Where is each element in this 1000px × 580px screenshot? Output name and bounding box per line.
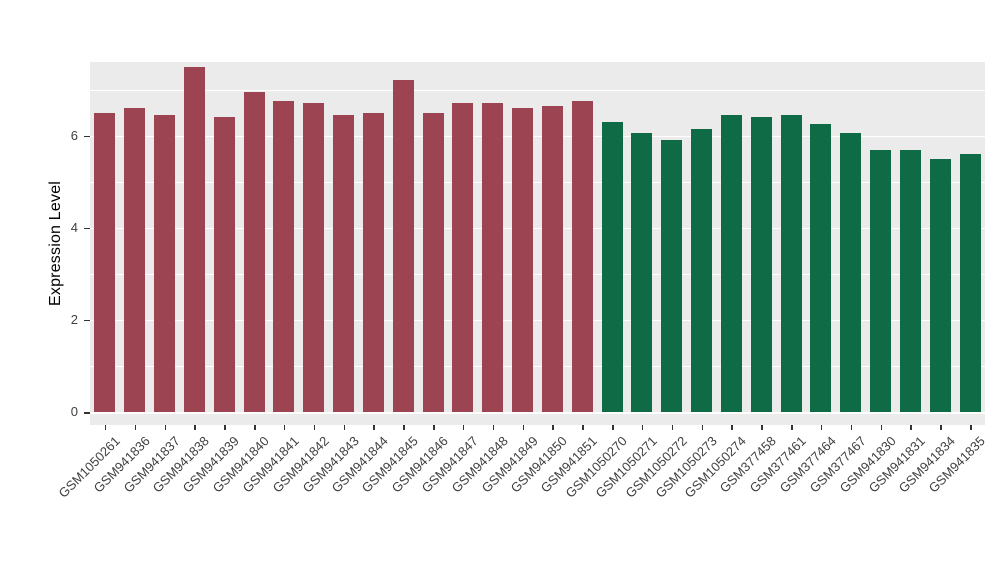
x-tick-mark <box>522 425 525 430</box>
bar <box>124 108 146 412</box>
gridline-minor <box>90 365 985 367</box>
x-tick-mark <box>701 425 704 430</box>
y-axis-title: Expression Level <box>47 180 64 307</box>
x-tick-mark <box>403 425 405 430</box>
bar <box>183 66 205 412</box>
x-tick-mark <box>194 425 196 430</box>
plot-panel <box>90 62 985 425</box>
gridline-major <box>90 227 985 230</box>
x-tick-mark <box>641 425 644 430</box>
bar <box>452 103 474 412</box>
gridline-minor <box>90 181 985 183</box>
bar <box>720 114 742 412</box>
x-tick-mark <box>612 425 614 430</box>
bar <box>512 108 534 412</box>
x-tick-mark <box>462 425 465 430</box>
bar <box>810 124 832 412</box>
x-tick-mark <box>791 425 793 430</box>
x-tick-mark <box>761 425 763 430</box>
bar <box>422 112 444 412</box>
x-tick-mark <box>224 425 226 430</box>
y-tick-mark <box>84 227 90 230</box>
x-tick-mark <box>970 425 972 430</box>
bar <box>94 112 116 412</box>
x-tick-mark <box>283 425 286 430</box>
bar <box>691 128 713 412</box>
gridline-minor <box>90 273 985 275</box>
bar <box>303 103 325 412</box>
bar <box>929 158 951 412</box>
bar <box>870 149 892 412</box>
bar <box>482 103 504 412</box>
x-tick-mark <box>940 425 942 430</box>
bar <box>392 80 414 412</box>
gridline-minor <box>90 89 985 91</box>
y-tick-mark <box>84 319 90 322</box>
x-tick-mark <box>313 425 316 430</box>
y-tick-label: 0 <box>70 404 78 419</box>
x-tick-mark <box>104 425 107 430</box>
bar <box>571 101 593 412</box>
x-tick-mark <box>373 425 375 430</box>
x-tick-mark <box>880 425 883 430</box>
y-tick-mark <box>84 412 90 414</box>
x-tick-mark <box>492 425 495 430</box>
x-tick-mark <box>910 425 912 430</box>
x-tick-mark <box>820 425 823 430</box>
bar <box>243 91 265 412</box>
y-tick-mark <box>84 135 90 138</box>
y-tick-label: 4 <box>70 219 78 235</box>
x-tick-mark <box>582 425 584 430</box>
x-tick-mark <box>343 425 346 430</box>
bar <box>899 149 921 412</box>
x-tick-mark <box>254 425 256 430</box>
gridline-major <box>90 135 985 138</box>
x-tick-mark <box>164 425 167 430</box>
x-tick-mark <box>433 425 435 430</box>
x-tick-mark <box>134 425 137 430</box>
bar <box>780 114 802 412</box>
bar <box>213 117 235 412</box>
bar <box>661 140 683 412</box>
y-tick-label: 6 <box>70 127 78 143</box>
bar <box>601 121 623 412</box>
bar <box>959 154 981 412</box>
bar <box>840 133 862 412</box>
x-tick-mark <box>552 425 554 430</box>
bar <box>333 114 355 412</box>
x-tick-mark <box>731 425 733 430</box>
gridline-major <box>90 319 985 322</box>
gridline-major <box>90 412 985 414</box>
bar <box>541 105 563 412</box>
x-tick-mark <box>671 425 674 430</box>
bar <box>362 112 384 412</box>
bar <box>273 101 295 412</box>
bar <box>631 133 653 412</box>
x-tick-mark <box>850 425 853 430</box>
y-tick-label: 2 <box>70 311 78 327</box>
bar <box>154 114 176 412</box>
bar <box>750 117 772 412</box>
